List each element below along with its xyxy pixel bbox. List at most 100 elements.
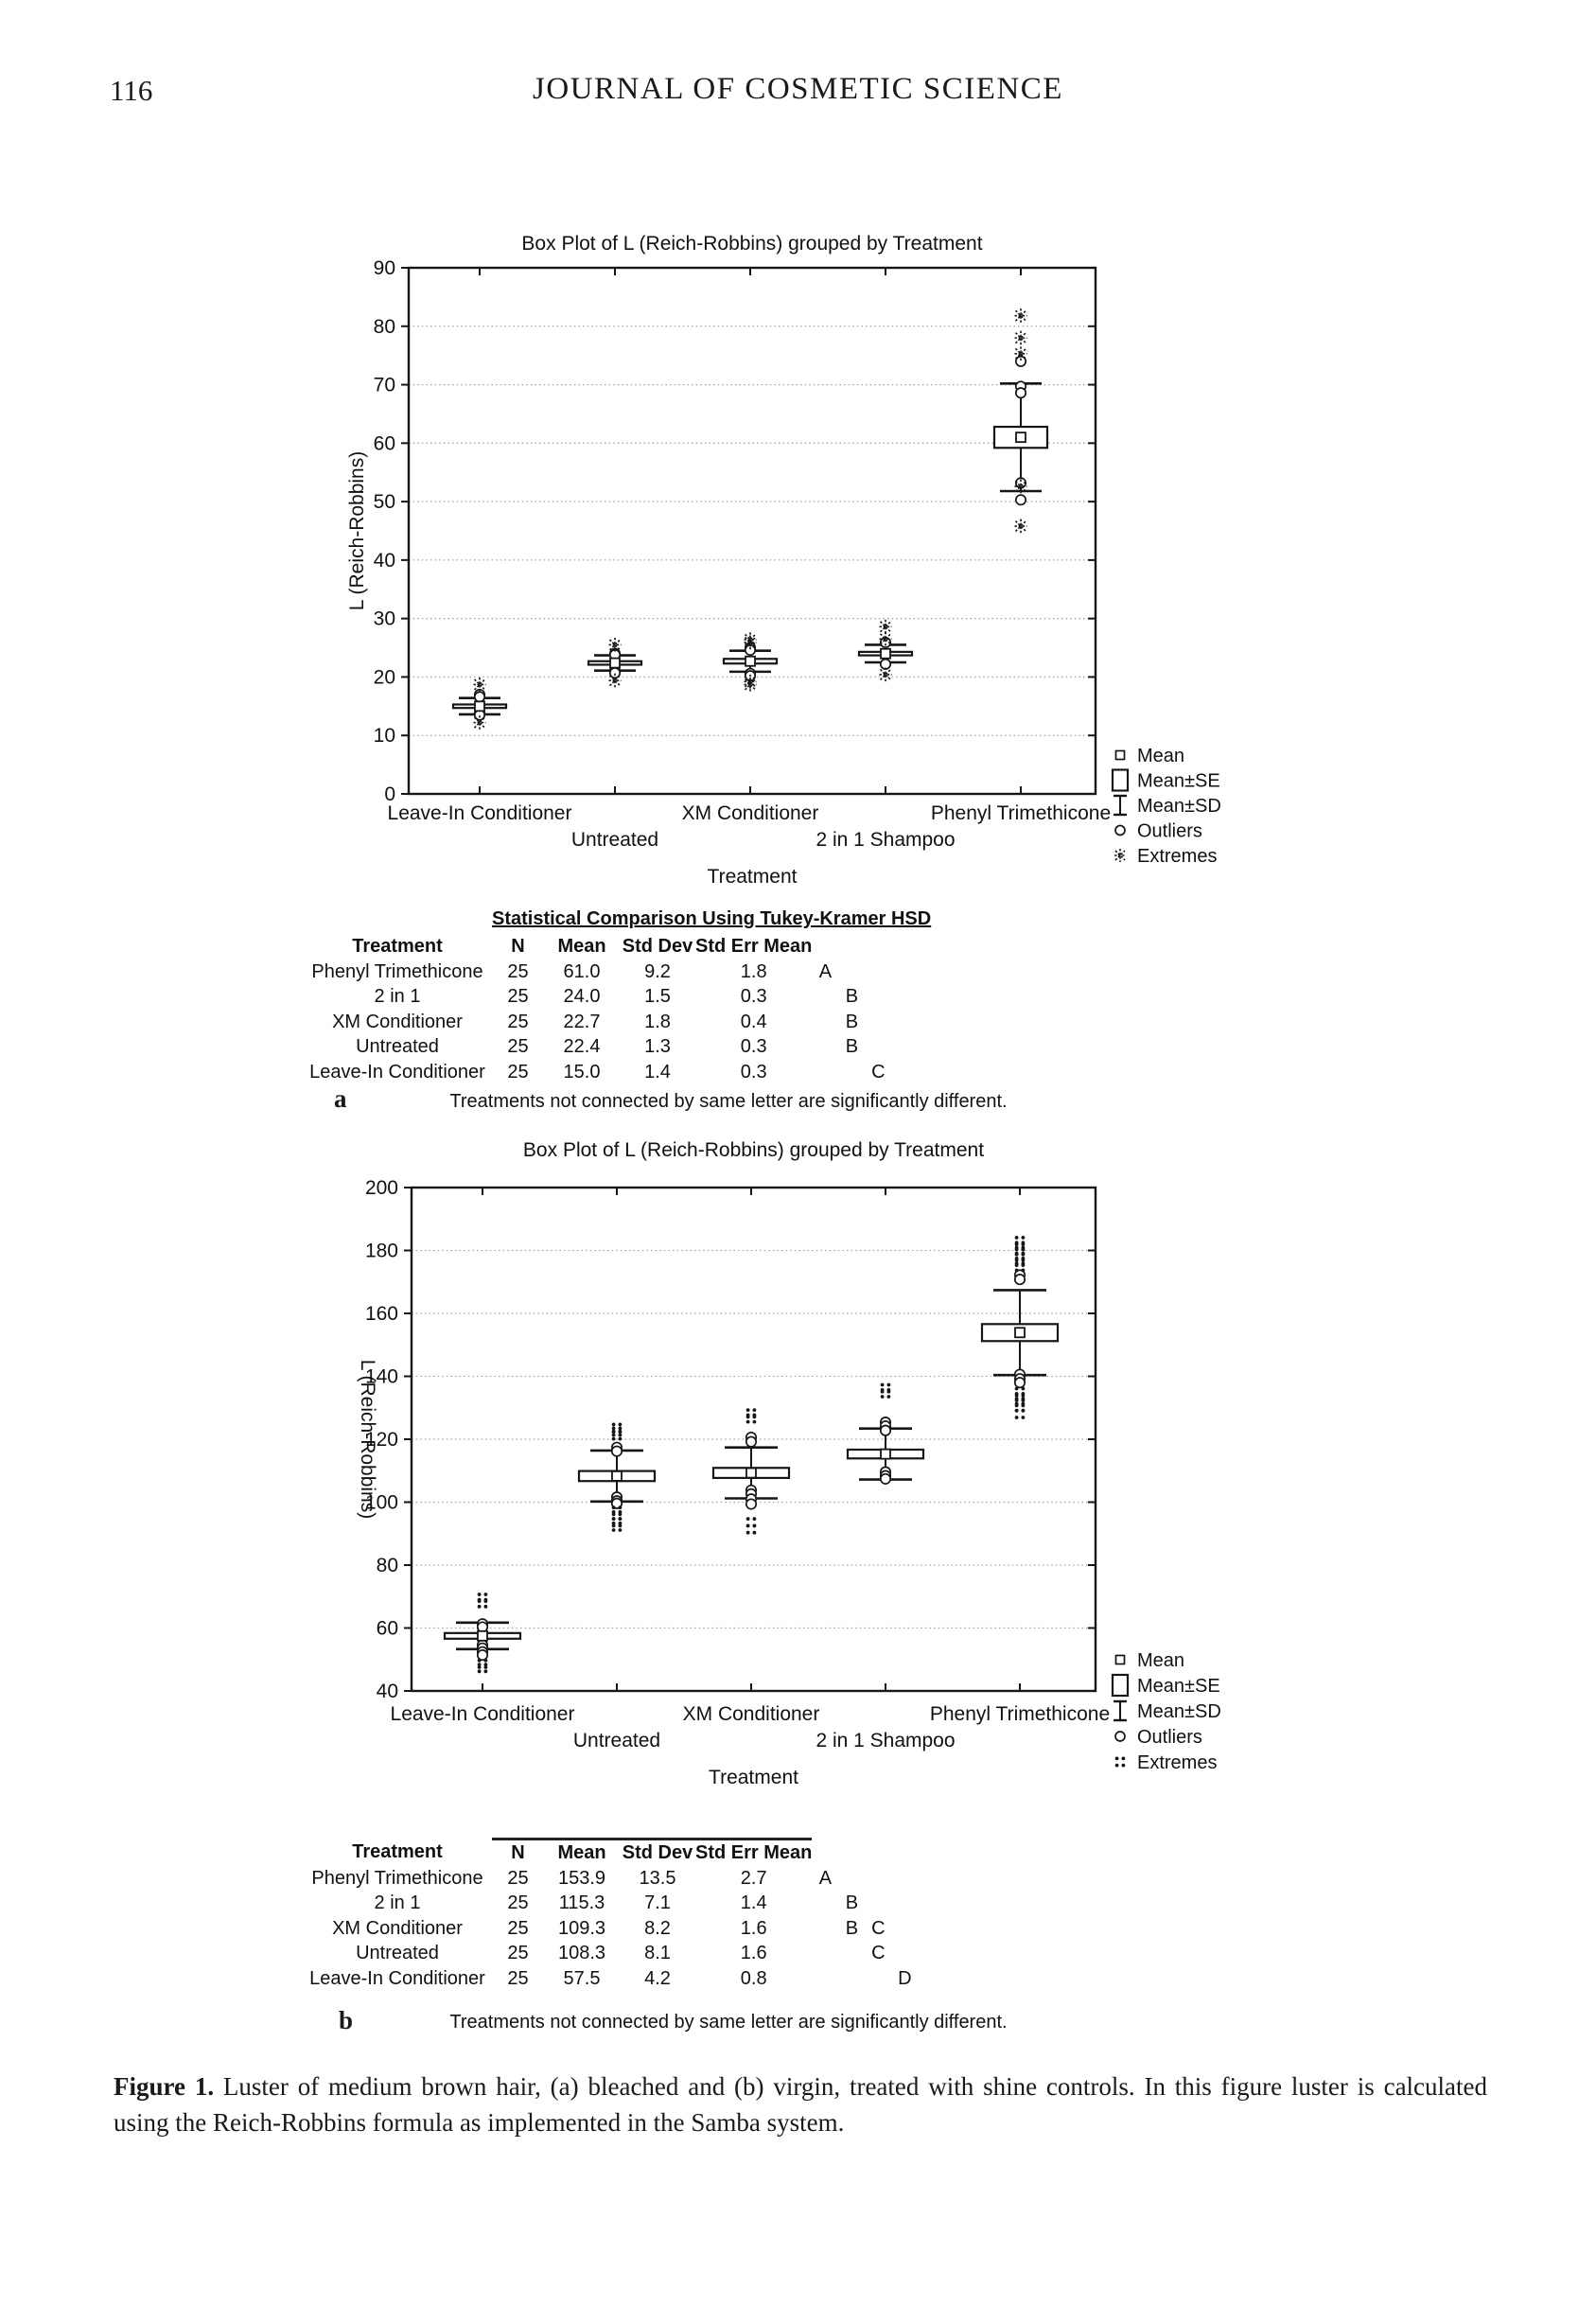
figure-caption-label: Figure 1. xyxy=(114,2072,215,2101)
letter-column-header xyxy=(865,1840,891,1866)
table-cell: 2 in 1 xyxy=(374,1892,421,1913)
table-cell: 108.3 xyxy=(557,1943,606,1963)
table-cell: Phenyl Trimethicone xyxy=(311,960,483,982)
y-tick-label: 180 xyxy=(365,1241,398,1262)
table-row: Phenyl Trimethicone 25 153.9 13.5 2.7 A xyxy=(303,1866,918,1892)
table-header-row: Treatment N Mean Std Dev Std Err Mean xyxy=(303,1838,918,1866)
stats-table-bleached: Statistical Comparison Using Tukey-Krame… xyxy=(303,908,931,1085)
table-cell: XM Conditioner xyxy=(332,1011,463,1032)
column-header: N xyxy=(492,1838,544,1866)
table-cell: 25 xyxy=(507,1061,529,1083)
y-axis-label: L (Reich-Robbins) xyxy=(357,1360,378,1519)
column-header: Treatment xyxy=(352,1841,443,1863)
footnote-b: Treatments not connected by same letter … xyxy=(449,2012,1008,2033)
box-group xyxy=(451,677,508,731)
table-row: 2 in 1 25 24.0 1.5 0.3 B xyxy=(303,984,891,1010)
x-tick-label: 2 in 1 Shampoo xyxy=(816,829,955,851)
table-cell: 2.7 xyxy=(740,1867,767,1889)
table-row: Untreated 25 108.3 8.1 1.6 C xyxy=(303,1941,918,1966)
significance-letter xyxy=(812,1891,838,1916)
table-cell: 8.1 xyxy=(644,1943,671,1963)
significance-letter: D xyxy=(898,1967,912,1989)
stats-table-virgin: Treatment N Mean Std Dev Std Err Mean Phenyl … xyxy=(303,1838,918,1991)
table-cell: 22.4 xyxy=(563,1036,601,1057)
box-group xyxy=(980,1236,1060,1419)
legend-label: Extremes xyxy=(1137,1752,1217,1773)
x-tick-label: XM Conditioner xyxy=(683,1703,820,1725)
table-cell: 0.3 xyxy=(740,986,767,1007)
table-row: Leave-In Conditioner 25 15.0 1.4 0.3 C xyxy=(303,1060,891,1085)
y-tick-label: 60 xyxy=(374,432,395,454)
column-header: Std Dev xyxy=(620,1838,695,1866)
box-plot-bleached: Box Plot of L (Reich-Robbins) grouped by… xyxy=(346,233,1221,888)
y-tick-label: 10 xyxy=(374,725,395,747)
table-cell: Leave-In Conditioner xyxy=(309,1967,485,1989)
chart-title: Box Plot of L (Reich-Robbins) grouped by… xyxy=(523,1139,984,1161)
chart-title: Box Plot of L (Reich-Robbins) grouped by… xyxy=(521,233,982,255)
significance-letter xyxy=(865,959,891,985)
extremes-icon xyxy=(1114,849,1126,862)
x-axis xyxy=(482,1188,1021,1691)
significance-letter xyxy=(865,1866,891,1892)
box-group xyxy=(846,1382,925,1485)
significance-letter xyxy=(812,1060,838,1085)
table-cell: 25 xyxy=(507,960,529,982)
letter-column-header xyxy=(812,934,838,959)
significance-letter xyxy=(891,1891,918,1916)
box-group xyxy=(711,1408,791,1535)
y-tick-label: 40 xyxy=(377,1681,398,1702)
table-cell: Untreated xyxy=(356,1943,439,1963)
table-cell: 25 xyxy=(507,986,529,1007)
y-tick-label: 0 xyxy=(384,783,395,805)
table-row: Leave-In Conditioner 25 57.5 4.2 0.8 D xyxy=(303,1966,918,1992)
significance-letter: B xyxy=(845,1036,859,1057)
table-cell: 25 xyxy=(507,1892,529,1913)
table-cell: 0.8 xyxy=(740,1967,767,1989)
mean-sd-icon xyxy=(1114,794,1127,817)
gridlines xyxy=(412,1249,1096,1629)
x-tick-label: Leave-In Conditioner xyxy=(388,802,572,824)
table-header-row: Treatment N Mean Std Dev Std Err Mean xyxy=(303,934,891,959)
table-cell: Untreated xyxy=(356,1036,439,1057)
legend: Mean Mean±SE Mean±SD Outliers Extremes xyxy=(1111,746,1221,867)
y-tick-label: 70 xyxy=(374,375,395,396)
table-cell: 8.2 xyxy=(644,1917,671,1939)
significance-letter xyxy=(838,1941,865,1966)
table-row: XM Conditioner 25 22.7 1.8 0.4 B xyxy=(303,1010,891,1035)
letter-column-header xyxy=(838,1840,865,1866)
table-cell: 1.8 xyxy=(644,1011,671,1032)
table-cell: XM Conditioner xyxy=(332,1917,463,1939)
y-tick-label: 60 xyxy=(377,1618,398,1640)
mean-icon xyxy=(1114,749,1126,761)
significance-letter: C xyxy=(871,1943,886,1963)
table-row: 2 in 1 25 115.3 7.1 1.4 B xyxy=(303,1891,918,1916)
legend-label: Extremes xyxy=(1137,846,1217,867)
letter-column-header xyxy=(891,1840,918,1866)
table-cell: 25 xyxy=(507,1011,529,1032)
x-tick-label: 2 in 1 Shampoo xyxy=(816,1730,955,1752)
legend-label: Mean±SD xyxy=(1137,796,1221,817)
gridlines xyxy=(409,326,1096,736)
table-cell: 1.4 xyxy=(644,1061,671,1083)
column-header: N xyxy=(511,936,525,957)
table-row: Phenyl Trimethicone 25 61.0 9.2 1.8 A xyxy=(303,959,891,985)
significance-letter: C xyxy=(871,1061,886,1083)
significance-letter xyxy=(865,1010,891,1035)
y-tick-label: 200 xyxy=(365,1177,398,1199)
figure-caption-text: Luster of medium brown hair, (a) bleache… xyxy=(114,2072,1488,2137)
table-cell: 13.5 xyxy=(639,1867,676,1889)
table-cell: 2 in 1 xyxy=(374,986,421,1007)
y-tick-label: 40 xyxy=(374,550,395,572)
column-header: Mean xyxy=(557,936,606,957)
x-tick-label: XM Conditioner xyxy=(682,802,819,824)
table-cell: 1.6 xyxy=(740,1917,767,1939)
significance-letter xyxy=(812,1034,838,1060)
table-cell: 4.2 xyxy=(644,1967,671,1989)
significance-letter xyxy=(812,1916,838,1942)
y-tick-label: 80 xyxy=(377,1555,398,1576)
legend: Mean Mean±SE Mean±SD Outliers Extremes xyxy=(1111,1650,1221,1773)
x-tick-label: Phenyl Trimethicone xyxy=(930,1703,1110,1725)
figure-caption: Figure 1. Luster of medium brown hair, (… xyxy=(114,2068,1487,2140)
table-cell: 25 xyxy=(507,1943,529,1963)
table-cell: 153.9 xyxy=(557,1867,606,1889)
